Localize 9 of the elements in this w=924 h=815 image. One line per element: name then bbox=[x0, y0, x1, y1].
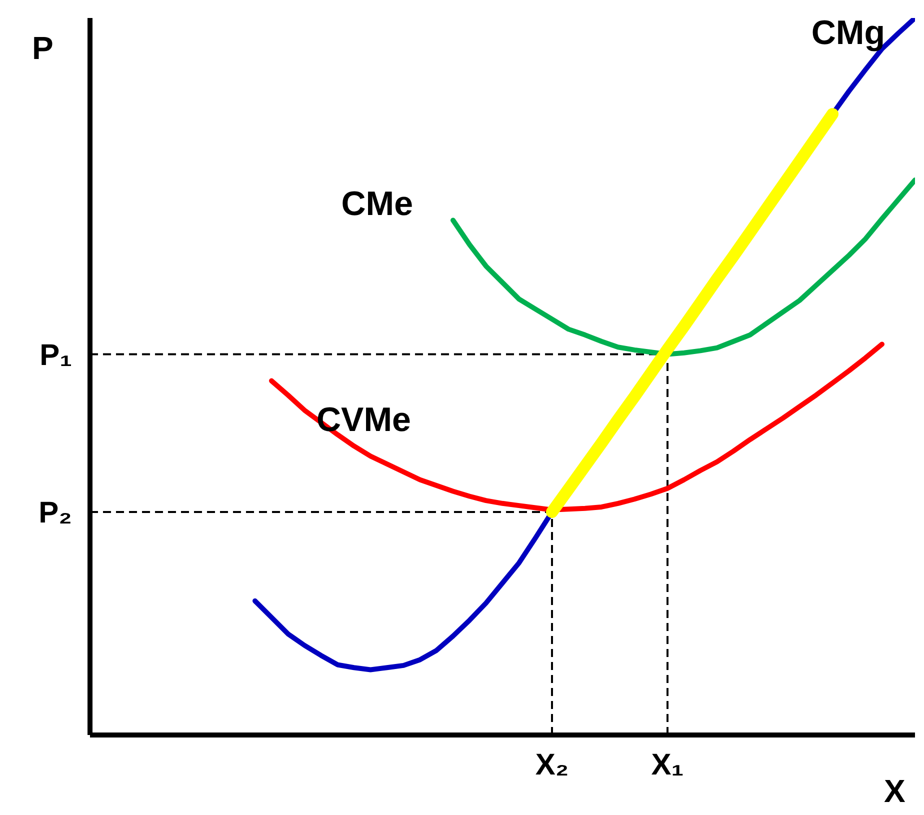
series-label: CMe bbox=[341, 185, 413, 224]
x-tick-label: X₂ bbox=[535, 748, 569, 782]
ref-line-label: P₂ bbox=[38, 496, 72, 530]
ref-line-label: P₁ bbox=[40, 338, 72, 372]
y-axis-title: P bbox=[32, 30, 54, 67]
series-label: CMg bbox=[811, 14, 885, 52]
series-label: CVMe bbox=[316, 400, 411, 439]
x-tick-label: X₁ bbox=[651, 748, 684, 782]
x-axis-title: X bbox=[884, 773, 906, 810]
